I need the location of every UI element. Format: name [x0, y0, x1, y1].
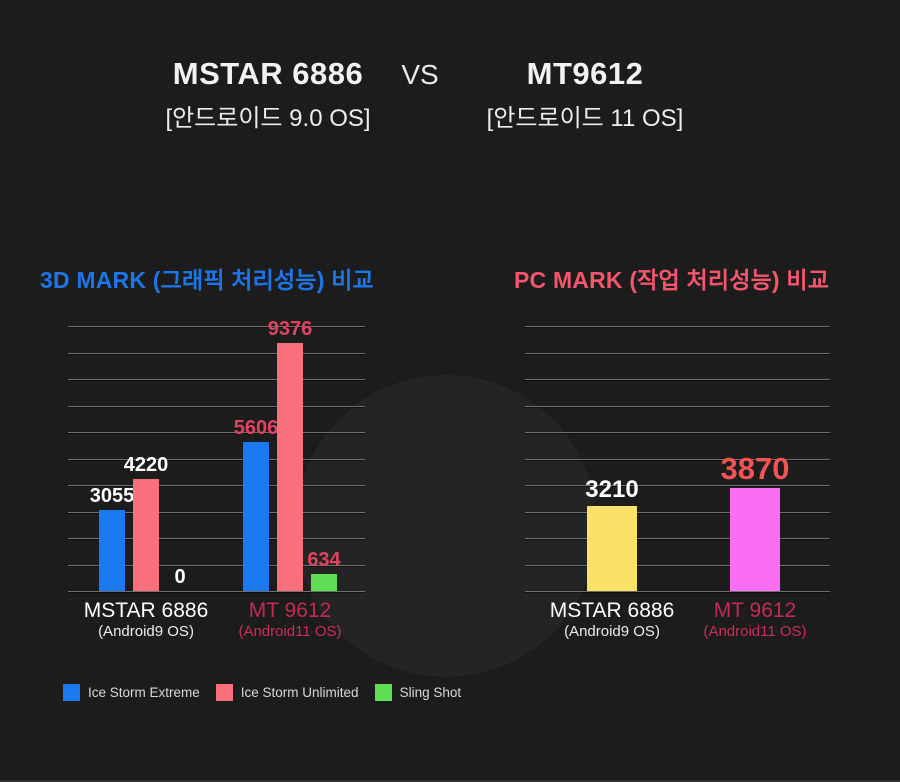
device-left-title: MSTAR 6886	[172, 56, 364, 91]
bar	[133, 479, 159, 591]
legend-swatch	[63, 684, 80, 701]
grid-line	[525, 538, 830, 539]
bar-value-label: 4220	[123, 454, 169, 476]
chart-title-3dmark: 3D MARK (그래픽 처리성능) 비교	[40, 267, 374, 293]
bar	[99, 510, 125, 591]
bottom-edge-line	[0, 780, 900, 782]
legend-swatch	[215, 684, 233, 701]
category-label: MSTAR 6886 (Android9 OS)	[84, 599, 209, 641]
category-label-subtitle: (Android9 OS)	[564, 623, 660, 641]
legend-swatch	[374, 684, 392, 701]
grid-line	[68, 591, 365, 592]
grid-line	[68, 511, 365, 513]
bar-value-label: 3210	[585, 476, 639, 503]
grid-line	[68, 458, 365, 460]
category-label-title: MSTAR 6886	[83, 599, 209, 622]
grid-line	[525, 326, 830, 327]
bar	[311, 574, 337, 591]
grid-line	[525, 352, 830, 354]
category-label-title: MT 9612	[248, 599, 332, 622]
category-label-subtitle: (Android9 OS)	[98, 623, 194, 641]
category-label: MT 9612 (Android11 OS)	[703, 599, 806, 641]
3dmark-bar-chart: 3055 4220 0 MSTAR 6886 (Android9 OS) 5606 9376…	[68, 319, 365, 640]
category-label-subtitle: (Android11 OS)	[238, 623, 342, 641]
bar-value-label: 3870	[720, 451, 790, 486]
grid-line	[525, 405, 830, 407]
grid-line	[68, 564, 365, 566]
category-label: MT 9612 (Android11 OS)	[238, 599, 341, 641]
legend-item: Ice Storm Unlimited	[215, 684, 359, 701]
bar-value-label: 5606	[233, 417, 279, 439]
category-label-title: MSTAR 6886	[549, 599, 675, 622]
legend: Ice Storm Extreme Ice Storm Unlimited Slin…	[63, 684, 461, 701]
grid-line	[68, 405, 365, 407]
pcmark-bar-chart: 3210 MSTAR 6886 (Android9 OS) 3870 MT 9612 (A…	[525, 326, 830, 640]
device-left-subtitle: [안드로이드 9.0 OS]	[165, 105, 371, 132]
grid-line	[525, 511, 830, 513]
grid-line	[525, 564, 830, 566]
category-label: MSTAR 6886 (Android9 OS)	[550, 599, 675, 641]
grid-line	[68, 326, 365, 327]
legend-label: Ice Storm Extreme	[88, 685, 200, 700]
legend-label: Ice Storm Unlimited	[240, 685, 359, 700]
grid-line	[525, 379, 830, 380]
device-right-title: MT9612	[526, 56, 644, 91]
grid-line	[68, 432, 365, 433]
category-label-title: MT 9612	[713, 599, 797, 622]
grid-line	[68, 538, 365, 539]
device-right-subtitle: [안드로이드 11 OS]	[486, 105, 684, 132]
bar	[243, 442, 269, 591]
category-label-subtitle: (Android11 OS)	[703, 623, 807, 641]
bar	[730, 488, 780, 591]
bar-value-label: 634	[307, 549, 341, 571]
legend-label: Sling Shot	[399, 685, 462, 700]
grid-line	[68, 379, 365, 380]
grid-line	[525, 591, 830, 592]
legend-item: Ice Storm Extreme	[63, 684, 200, 701]
grid-line	[525, 432, 830, 433]
grid-line	[525, 458, 830, 460]
bar-value-label: 0	[174, 566, 186, 588]
grid-line	[525, 485, 830, 486]
chart-title-pcmark: PC MARK (작업 처리성능) 비교	[514, 267, 830, 293]
grid-line	[68, 352, 365, 354]
legend-item: Sling Shot	[374, 684, 462, 701]
grid-line	[68, 485, 365, 486]
bar-value-label: 3055	[89, 485, 135, 507]
bar-value-label: 9376	[267, 318, 313, 340]
decorative-circle	[295, 375, 597, 677]
vs-label: VS	[401, 59, 439, 90]
bar	[277, 343, 303, 591]
bar	[587, 506, 637, 591]
